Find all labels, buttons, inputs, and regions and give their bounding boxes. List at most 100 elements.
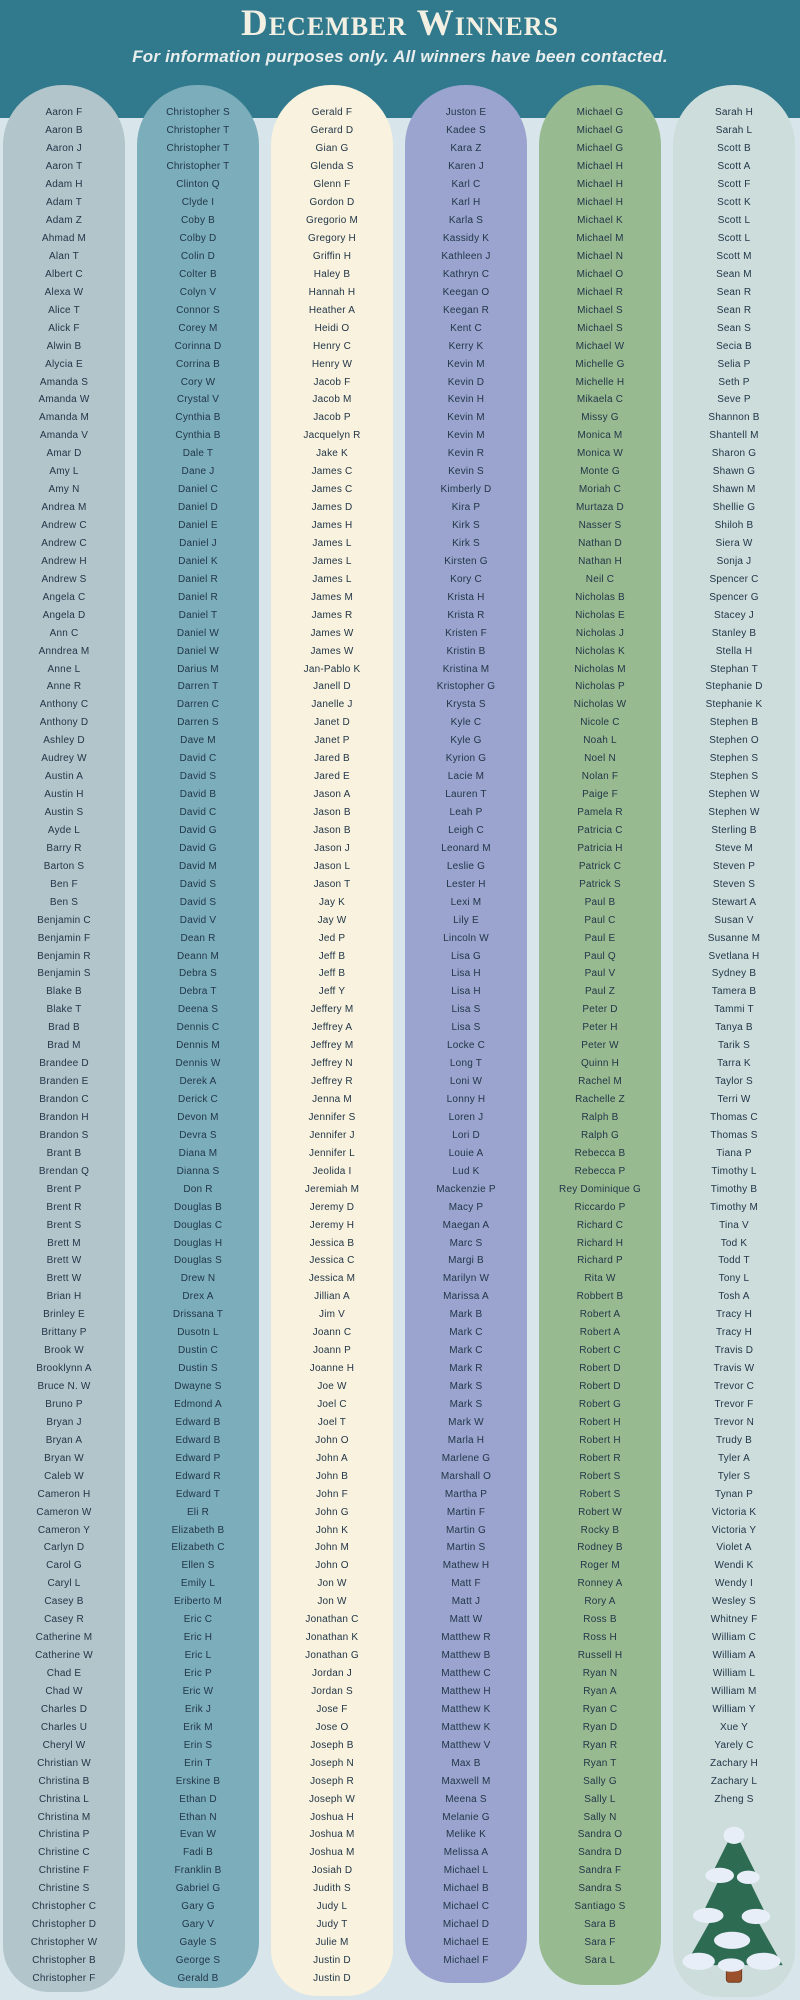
winner-name: Andrew C [41,520,87,532]
winner-name: Lisa H [451,986,481,998]
winner-name: Justin D [313,1955,351,1967]
winner-name: Michael G [576,107,624,119]
winner-name: Kory C [450,573,482,585]
winner-name: Matthew K [441,1721,491,1733]
winner-name: Jason B [313,824,351,836]
winner-name: Martin G [446,1524,486,1536]
winner-name: Ethan D [179,1793,217,1805]
winner-name: John K [315,1524,349,1536]
winner-name: Jennifer L [309,1147,355,1159]
winner-name: Daniel K [178,555,218,567]
winner-name: Jason J [314,842,350,854]
winner-name: Daniel W [176,627,220,639]
winner-name: Jason B [313,807,351,819]
winner-name: Caleb W [44,1470,84,1482]
winner-name: Matt J [451,1596,481,1608]
winner-name: Gayle S [179,1937,217,1949]
winner-name: George S [175,1955,221,1967]
winner-name: Sandra S [578,1883,622,1895]
winner-name: Zheng S [714,1793,754,1805]
winner-name: Kadee S [446,125,486,137]
winner-name: Ross H [583,1632,617,1644]
winner-name: Jessica M [308,1273,356,1285]
winner-name: Lisa S [451,1004,481,1016]
winner-name: Derek A [179,1076,217,1088]
winner-name: Gian G [315,143,349,155]
winner-name: Christina B [38,1775,90,1787]
winner-name: Joanne H [309,1363,355,1375]
winner-name: Devon M [177,1111,219,1123]
winner-name: Aaron T [45,161,83,173]
winner-name: Janet D [314,717,350,729]
winner-name: Adam H [45,179,83,191]
winner-name: Alwin B [46,340,82,352]
winner-name: Trevor C [713,1381,755,1393]
winner-name: Todd T [718,1255,750,1267]
winner-name: John G [315,1506,349,1518]
winner-name: Austin A [44,771,84,783]
winner-name: Trudy B [715,1434,753,1446]
winner-name: Deena S [177,1004,219,1016]
winner-name: Jeolida I [312,1165,352,1177]
winner-name: Rachel M [578,1076,622,1088]
page-subtitle: For information purposes only. All winne… [132,46,668,66]
winner-name: Fadi B [182,1847,214,1859]
winner-name: Chad E [46,1668,82,1680]
winner-name: Nathan H [578,555,622,567]
winner-name: Haley B [313,268,351,280]
winner-name: Sterling B [711,824,757,836]
winner-name: Tina V [719,1219,749,1231]
winner-name: Clyde I [181,197,215,209]
winner-name: Melissa A [443,1847,489,1859]
winner-name: Christina L [39,1793,89,1805]
winner-name: Stephen O [709,735,759,747]
snow-covered-christmas-tree-icon [682,1826,783,1983]
winner-name: Gordon D [309,197,355,209]
winner-name: Paul Q [584,950,616,962]
winner-name: Daniel J [179,537,217,549]
winner-name: Yarely C [714,1739,754,1751]
winner-name: David S [179,878,217,890]
winner-name: Stacey J [714,609,754,621]
winner-name: Kristen F [445,627,487,639]
winner-name: Maegan A [442,1219,490,1231]
winner-name: Christina P [38,1829,90,1841]
winner-name: Stephan T [710,663,758,675]
winner-name: Ayde L [47,824,81,836]
winner-name: Brandee D [39,1058,89,1070]
winner-name: Jeff B [318,950,346,962]
winner-name: Colyn V [179,286,217,298]
winner-name: Jim V [319,1309,345,1321]
winner-name: Barton S [43,860,85,872]
winner-name: Shannon B [708,412,760,424]
winner-name: Andrew H [41,555,87,567]
winner-name: Shantell M [709,430,759,442]
winner-name: Stephen W [708,789,760,801]
winner-name: Chad W [45,1685,83,1697]
winner-name: Glenda S [310,161,354,173]
winner-name: Joseph N [310,1757,354,1769]
winner-name: Darren T [177,681,219,693]
winner-name: Nicole C [580,717,620,729]
winner-name: Wendy I [715,1578,753,1590]
winner-name: Cynthia B [175,430,221,442]
winner-name: Neil C [585,573,615,585]
winner-name: Robert A [579,1309,621,1321]
winner-name: Janelle J [311,699,353,711]
winner-name: James L [312,573,352,585]
winner-name: Erik J [184,1703,212,1715]
winner-name: Brinley E [43,1309,85,1321]
winner-name: Matt F [451,1578,481,1590]
winner-name: Joshua M [309,1829,355,1841]
winner-name: Brian H [46,1291,82,1303]
winner-name: Quinn H [580,1058,620,1070]
winner-name: Jason T [313,878,351,890]
winner-name: Locke C [446,1040,486,1052]
winner-name: Paul E [584,932,616,944]
winner-name: Patrick C [578,860,622,872]
winner-name: Brent R [46,1201,82,1213]
winner-name: Melike K [446,1829,486,1841]
winner-name: Daniel T [178,609,218,621]
winner-name: Colter B [179,268,217,280]
winner-name: Wendi K [714,1560,754,1572]
